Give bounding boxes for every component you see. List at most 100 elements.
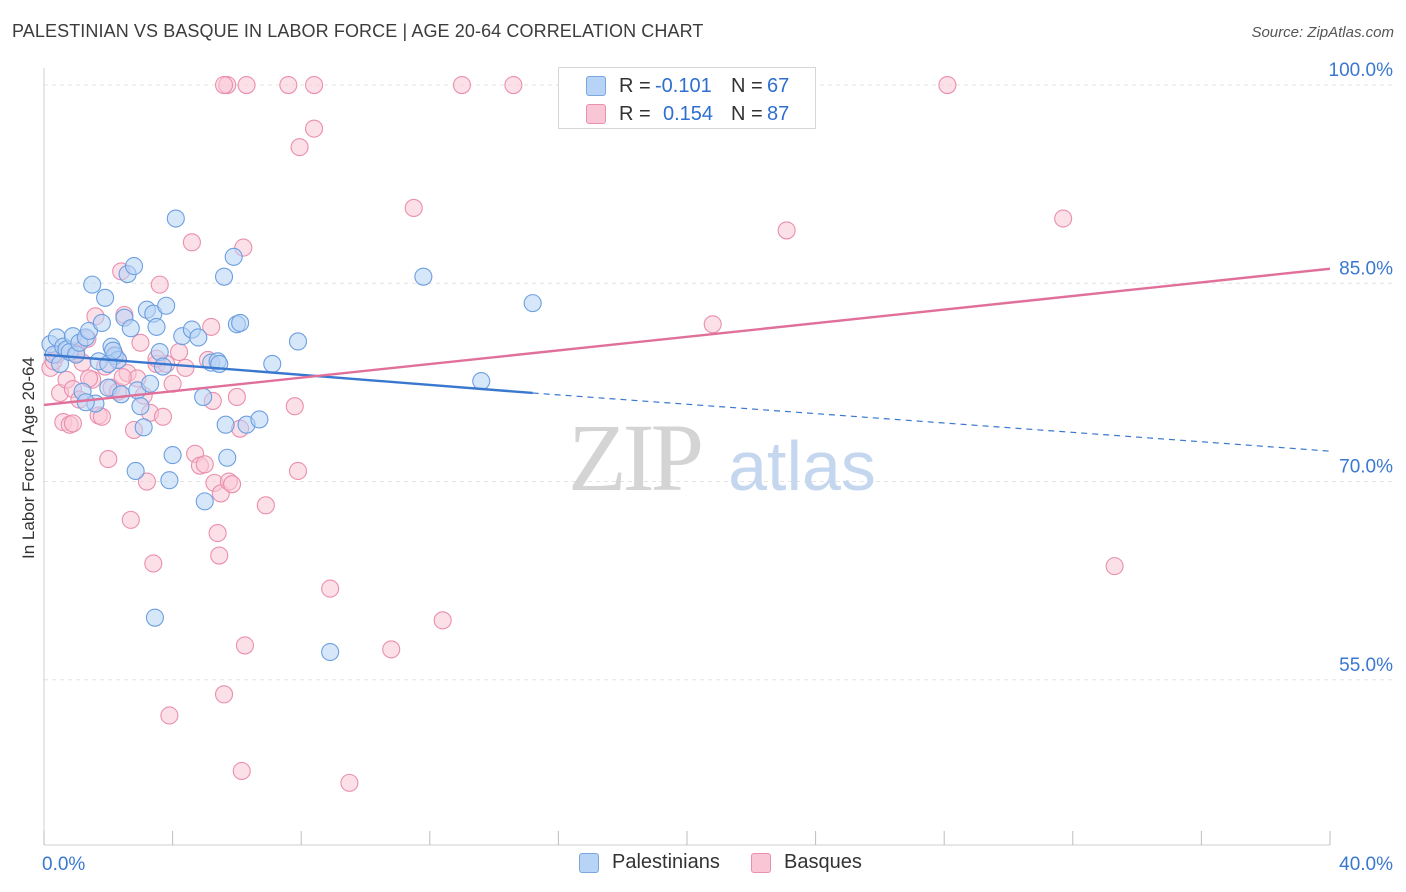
palestinians-trend-line <box>43 353 533 395</box>
basque-point <box>1054 209 1073 228</box>
basque-point <box>153 407 173 426</box>
source-label: Source: ZipAtlas.com <box>1251 24 1394 41</box>
palestinian-point <box>134 418 153 437</box>
basque-point <box>144 554 163 573</box>
x-tick-label: 0.0% <box>42 854 85 875</box>
r-label: R = <box>619 102 651 125</box>
n-label: N = <box>731 74 763 97</box>
palestinian-point <box>157 296 176 315</box>
palestinian-point <box>104 341 123 360</box>
palestinian-point <box>214 267 234 286</box>
palestinian-point <box>231 313 250 332</box>
basque-point <box>121 510 140 529</box>
basque-point <box>223 475 242 494</box>
basque-point <box>305 119 324 138</box>
n-label: N = <box>731 102 763 125</box>
palestinian-point <box>131 397 150 416</box>
n-value: 67 <box>767 74 790 97</box>
palestinian-point <box>472 372 491 391</box>
basque-point <box>227 387 246 407</box>
palestinian-point <box>121 319 140 338</box>
basque-point <box>202 317 221 336</box>
basque-point <box>160 706 179 725</box>
basque-point <box>99 450 118 469</box>
palestinian-point <box>189 328 208 347</box>
basque-point <box>404 198 423 218</box>
palestinian-point <box>263 354 282 373</box>
palestinian-point <box>124 257 144 276</box>
y-tick-label: 70.0% <box>1339 457 1393 478</box>
palestinian-point <box>163 446 182 465</box>
basque-point <box>279 75 298 95</box>
palestinian-point <box>126 461 145 481</box>
watermark-zip: ZIP <box>568 404 701 511</box>
tick-labels: 100.0% 85.0% 70.0% 55.0% 0.0% 40.0% <box>42 60 1393 875</box>
palestinian-point <box>288 332 308 351</box>
palestinian-point <box>195 492 214 511</box>
y-tick-label: 55.0% <box>1339 655 1393 676</box>
palestinian-point <box>160 471 179 490</box>
palestinian-point <box>112 385 131 404</box>
stats-legend: R = -0.101 N = 67 R = 0.154 N = 87 <box>558 67 816 129</box>
basque-point <box>176 358 195 377</box>
basque-point <box>214 685 234 704</box>
basque-point <box>777 221 796 240</box>
palestinian-point <box>92 313 111 332</box>
legend-item-basques[interactable]: Basques <box>751 851 862 874</box>
basque-point <box>1105 557 1124 576</box>
basque-point <box>938 75 957 95</box>
basque-point <box>340 773 359 792</box>
palestinian-point <box>414 267 433 286</box>
legend-label: Basques <box>784 851 862 873</box>
palestinian-point <box>218 448 237 467</box>
palestinian-point <box>145 608 164 627</box>
legend-label: Palestinians <box>612 851 720 873</box>
basque-point <box>256 496 275 515</box>
palestinian-point <box>166 209 185 228</box>
basque-point <box>169 342 189 362</box>
basque-point <box>63 414 82 433</box>
basque-point <box>452 75 472 95</box>
legend-swatch-blue <box>586 76 606 96</box>
y-tick-label: 100.0% <box>1329 60 1394 81</box>
palestinian-point <box>96 288 115 307</box>
basque-point <box>137 472 156 491</box>
basque-point <box>195 455 214 474</box>
basque-point <box>504 75 523 95</box>
legend-item-palestinians[interactable]: Palestinians <box>579 851 720 874</box>
n-value: 87 <box>767 102 790 125</box>
basque-point <box>210 546 229 565</box>
watermark-atlas: atlas <box>728 427 876 505</box>
palestinian-point <box>194 387 213 407</box>
basque-point <box>131 333 150 352</box>
chart-title: PALESTINIAN VS BASQUE IN LABOR FORCE | A… <box>12 21 704 41</box>
basque-point <box>208 524 227 543</box>
x-tick-label: 40.0% <box>1339 854 1393 875</box>
watermark: ZIP atlas <box>568 404 876 511</box>
basques-trend-line <box>43 267 1331 407</box>
r-label: R = <box>619 74 651 97</box>
basque-point <box>305 75 324 95</box>
palestinian-point <box>321 642 340 662</box>
basque-point <box>321 579 340 598</box>
palestinian-point <box>147 317 166 336</box>
palestinian-point <box>523 294 542 313</box>
legend-swatch-pink <box>751 852 771 873</box>
palestinian-point <box>250 410 269 429</box>
basque-point <box>237 75 256 95</box>
basque-point <box>235 636 254 655</box>
y-axis-label: In Labor Force | Age 20-64 <box>19 357 38 559</box>
basque-point <box>290 138 309 157</box>
y-tick-label: 85.0% <box>1339 258 1393 279</box>
r-value: 0.154 <box>663 102 714 125</box>
legend-swatch-pink <box>586 104 606 124</box>
basque-point <box>182 233 201 252</box>
palestinian-point <box>153 357 173 376</box>
trend-lines <box>43 267 1331 452</box>
palestinian-point <box>83 275 102 294</box>
basque-point <box>288 461 308 481</box>
basque-point <box>232 761 251 781</box>
basque-point <box>214 75 234 95</box>
palestinian-point <box>224 247 243 266</box>
